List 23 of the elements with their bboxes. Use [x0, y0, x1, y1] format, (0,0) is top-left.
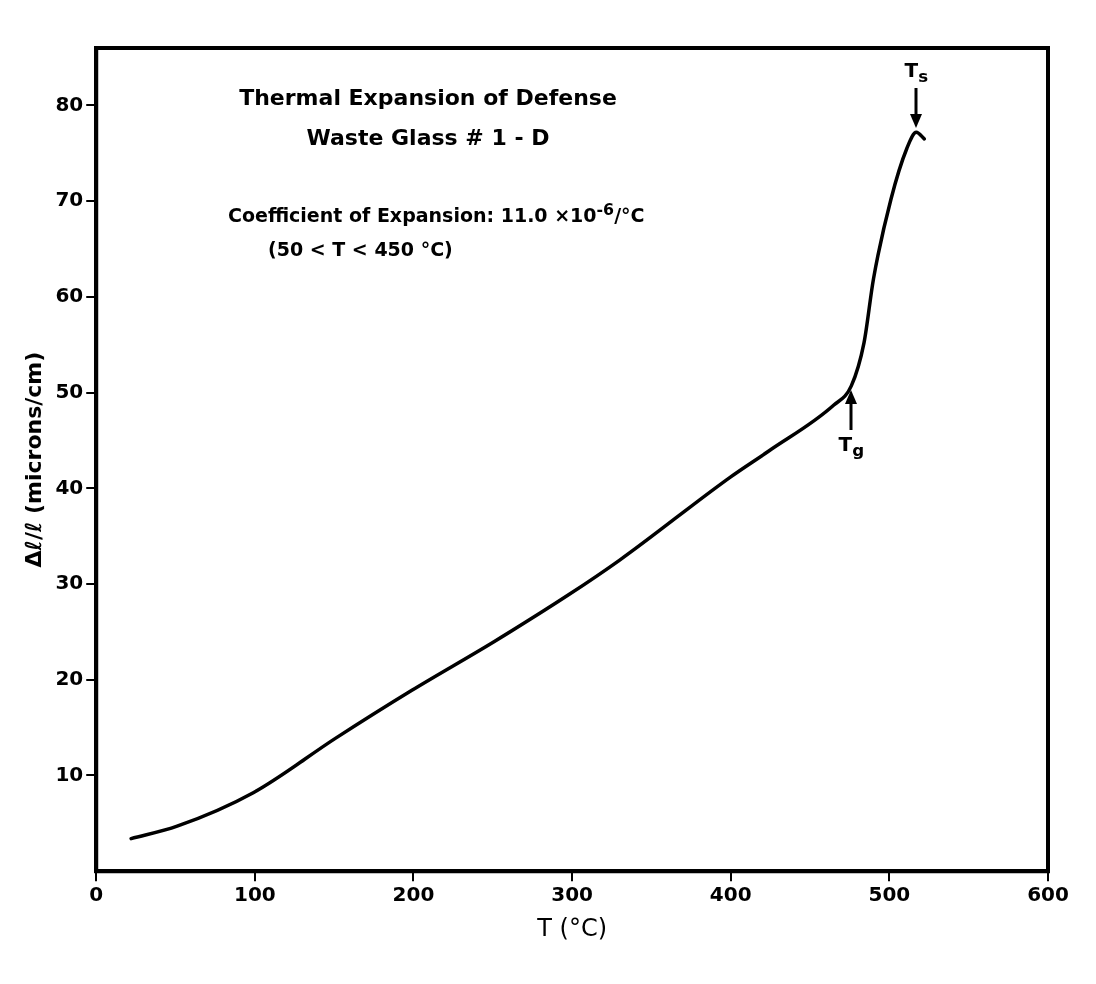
y-tick-label: 10 [55, 761, 84, 786]
text: Thermal Expansion of Defense Waste Glass # 1 - D [238, 84, 618, 152]
y-tick-label: 80 [55, 91, 84, 116]
x-tick-label: 300 [551, 882, 593, 907]
x-axis-title: T (°C) [536, 913, 608, 942]
annotation: T$_{s}$ [896, 58, 937, 87]
y-tick-label: 70 [55, 187, 84, 212]
y-tick-label: 40 [55, 474, 84, 499]
annotation: Coefficient of Expansion: 11.0 ×10$^{-6}$/°C [228, 199, 645, 229]
line-series [129, 130, 927, 841]
y-tick-label: 30 [55, 570, 84, 595]
annotation: (50 < T < 450 °C) [267, 237, 454, 263]
x-tick-label: 100 [233, 882, 276, 907]
y-axis-title: Δℓ/ℓ (microns/cm) [20, 351, 46, 568]
annotation: T$_{g}$ [831, 431, 872, 460]
x-tick-label: 600 [1027, 882, 1069, 907]
x-tick-label: 500 [868, 882, 911, 907]
x-tick-label: 0 [89, 882, 104, 907]
x-tick-label: 200 [392, 882, 435, 907]
y-tick-label: 50 [55, 378, 84, 403]
x-tick-label: 400 [709, 882, 752, 907]
y-tick-label: 20 [55, 665, 84, 690]
y-tick-label: 60 [55, 283, 84, 308]
